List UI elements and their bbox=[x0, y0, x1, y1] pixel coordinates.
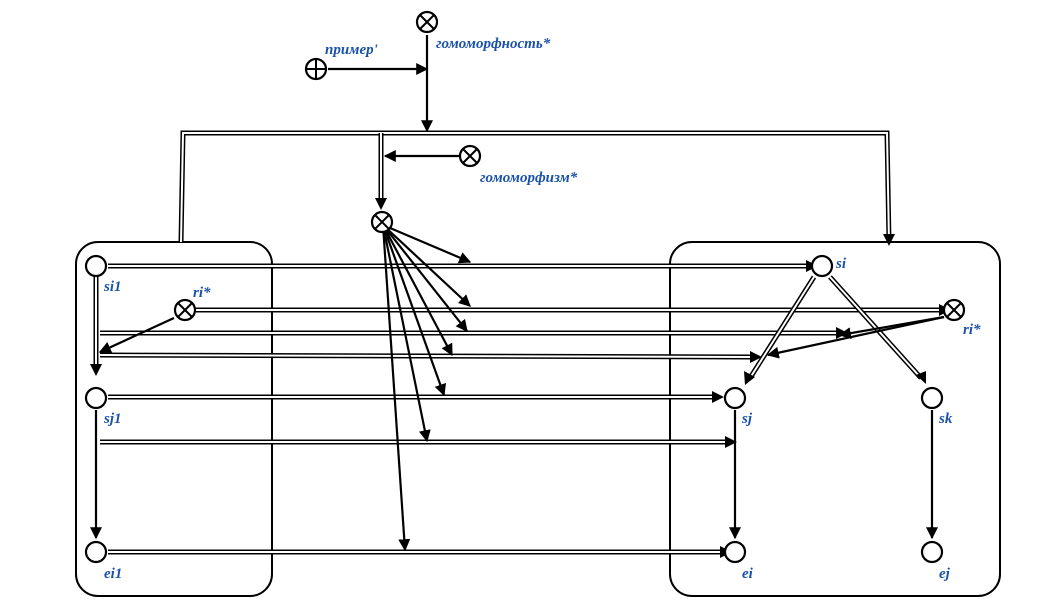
node-ei[interactable] bbox=[723, 540, 747, 564]
fan-arc-6 bbox=[381, 224, 431, 443]
left-structure-frame bbox=[75, 241, 273, 597]
node-sj1[interactable] bbox=[84, 386, 108, 410]
node-gomomorfnost[interactable] bbox=[415, 10, 439, 34]
label-ei: ei bbox=[742, 566, 754, 582]
fan-arc-3 bbox=[382, 224, 468, 332]
node-sk[interactable] bbox=[920, 386, 944, 410]
node-si1[interactable] bbox=[84, 254, 108, 278]
fan-arc-2 bbox=[382, 224, 471, 307]
pair-mapping-arc-2-inner bbox=[99, 354, 753, 358]
label-gomomorfizm: гомоморфизм* bbox=[480, 170, 578, 186]
node-ei1[interactable] bbox=[84, 540, 108, 564]
label-si1: si1 bbox=[103, 279, 122, 295]
node-primer[interactable] bbox=[304, 57, 328, 81]
times-icon bbox=[177, 302, 193, 318]
label-ej: ej bbox=[939, 566, 951, 582]
ri-left-to-pair-arc bbox=[98, 317, 175, 353]
label-primer: пример' bbox=[325, 42, 378, 58]
times-icon bbox=[419, 14, 435, 30]
node-central-mapping[interactable] bbox=[370, 210, 394, 234]
si-sj-double-arc-inner bbox=[749, 276, 815, 379]
node-si[interactable] bbox=[810, 254, 834, 278]
fan-arc-5 bbox=[381, 224, 446, 397]
node-sj[interactable] bbox=[723, 386, 747, 410]
ri-right-to-pair-arc-2 bbox=[838, 315, 945, 340]
double-arc-arrowheads bbox=[90, 198, 951, 558]
top-bus-arc bbox=[178, 130, 892, 243]
times-icon bbox=[374, 214, 390, 230]
label-si: si bbox=[835, 256, 847, 272]
ri-right-to-pair-arc-1 bbox=[766, 315, 945, 359]
node-ri-left[interactable] bbox=[173, 298, 197, 322]
fan-arc-1 bbox=[382, 223, 472, 264]
plus-icon bbox=[306, 59, 326, 79]
double-line-arcs bbox=[93, 130, 941, 555]
right-structure-frame bbox=[669, 241, 1001, 597]
node-ej[interactable] bbox=[920, 540, 944, 564]
node-gomomorfizm[interactable] bbox=[458, 144, 482, 168]
label-sj: sj bbox=[741, 411, 753, 427]
node-ri-right[interactable] bbox=[942, 298, 966, 322]
times-icon bbox=[462, 148, 478, 164]
times-icon bbox=[946, 302, 962, 318]
si-sk-double-arc-inner bbox=[829, 276, 922, 379]
single-line-arcs bbox=[90, 35, 945, 552]
fan-arc-7 bbox=[381, 224, 411, 552]
label-ri-right: ri* bbox=[963, 322, 981, 338]
top-bus-arc-inner bbox=[180, 132, 890, 243]
label-gomomorfnost: гомоморфность* bbox=[436, 36, 551, 52]
fan-arc-4 bbox=[382, 224, 453, 357]
label-ei1: ei1 bbox=[104, 566, 122, 582]
label-ri-left: ri* bbox=[193, 285, 211, 301]
label-sj1: sj1 bbox=[103, 411, 122, 427]
label-sk: sk bbox=[938, 411, 953, 427]
